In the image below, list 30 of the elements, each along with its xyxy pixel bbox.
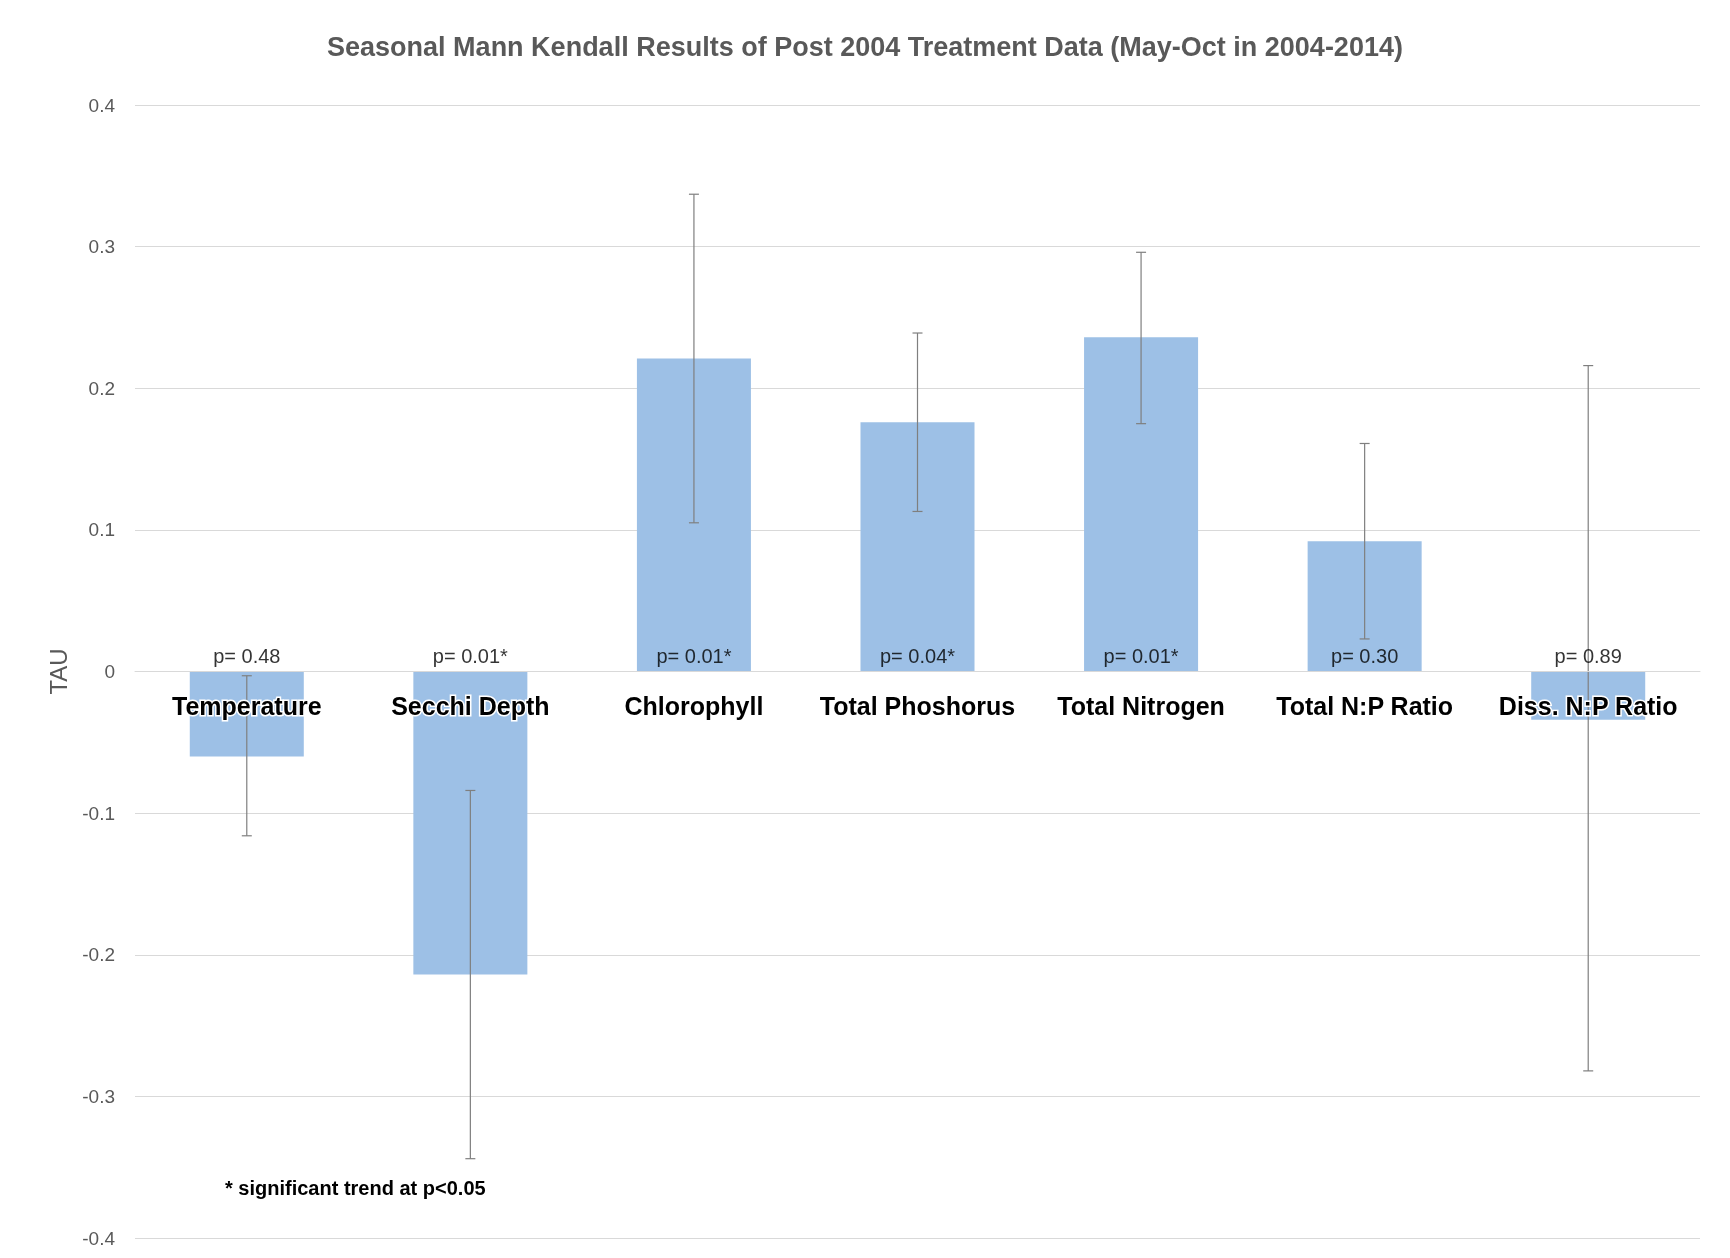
annotation: p= 0.01* — [1103, 644, 1179, 667]
y-tick-label: -0.3 — [82, 1085, 115, 1107]
x-tick-label: Diss. N:P Ratio — [1498, 692, 1678, 720]
bar — [1307, 541, 1422, 672]
annotation: p= 0.48 — [213, 644, 281, 667]
y-tick-label: 0.4 — [88, 94, 116, 116]
annotation: p= 0.01* — [432, 644, 509, 667]
chart-title: Seasonal Mann Kendall Results of Post 2004 Treatment Data (May-Oct in 2004-2014) — [327, 31, 1403, 62]
bar — [636, 358, 751, 672]
y-tick-label: 0.1 — [88, 519, 115, 541]
x-tick-label: Total Nitrogen — [1057, 692, 1225, 720]
y-tick-label: -0.4 — [82, 1227, 116, 1249]
x-tick-label: Chlorophyll — [624, 692, 764, 720]
annotation: p= 0.89 — [1554, 644, 1622, 667]
x-tick-label: Temperature — [171, 692, 322, 720]
y-tick-label: 0 — [104, 661, 115, 682]
annotation: * significant trend at p<0.05 — [225, 1177, 486, 1199]
x-tick-label: Total N:P Ratio — [1276, 692, 1454, 720]
y-tick-label: -0.2 — [82, 944, 115, 966]
y-axis-title: TAU — [44, 648, 72, 695]
annotation: p= 0.30 — [1330, 644, 1399, 667]
annotation: p= 0.01* — [656, 644, 732, 667]
annotation: p= 0.04* — [879, 644, 956, 667]
y-tick-label: -0.1 — [82, 802, 115, 824]
y-tick-label: 0.2 — [88, 377, 115, 399]
x-tick-label: Secchi Depth — [391, 692, 550, 720]
y-tick-label: 0.3 — [88, 236, 115, 258]
bar — [1084, 337, 1199, 672]
bar — [860, 422, 975, 672]
x-tick-label: Total Phoshorus — [819, 692, 1016, 720]
